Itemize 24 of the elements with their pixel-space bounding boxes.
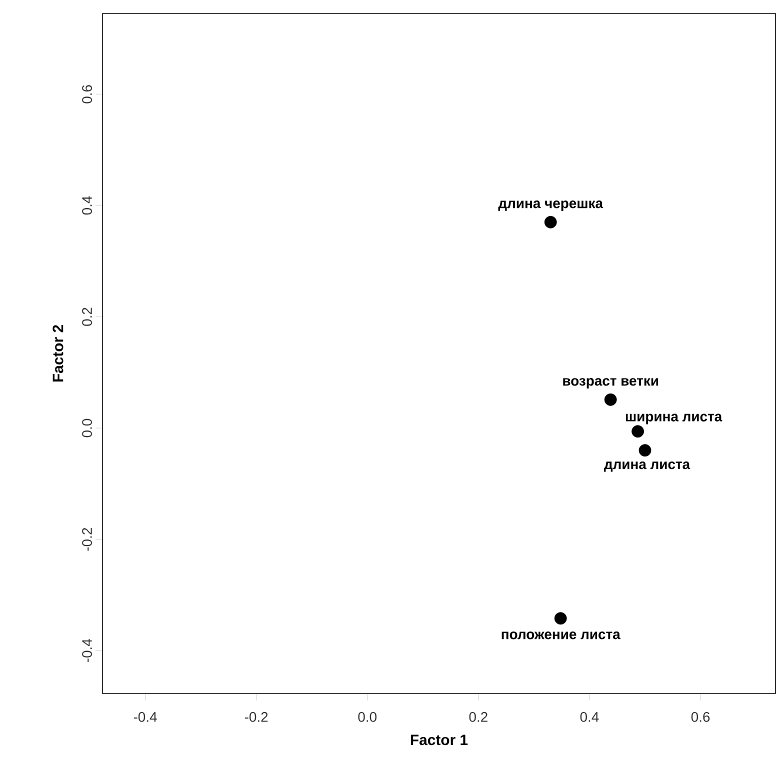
- annotation: длина листа: [604, 462, 690, 472]
- point: [554, 612, 567, 625]
- x-axis-title: Factor 1: [410, 734, 468, 746]
- y-tick-label: 0.6: [82, 85, 92, 104]
- point: [638, 444, 652, 457]
- x-tick-label: -0.4: [134, 712, 157, 722]
- point: [604, 393, 617, 406]
- y-tick-label: 0.2: [82, 308, 92, 326]
- x-tick-label: 0.6: [691, 712, 710, 722]
- x-tick-label: 0.0: [358, 712, 377, 722]
- annotation: положение листа: [502, 632, 620, 640]
- annotation: длина черешка: [498, 200, 604, 211]
- point: [632, 425, 644, 438]
- point: [544, 216, 557, 228]
- annotation: возраст ветки: [563, 378, 658, 388]
- y-tick-label: 0.0: [82, 418, 92, 438]
- y-axis-title: Factor 2: [52, 325, 64, 382]
- annotation: ширина листа: [626, 414, 722, 424]
- y-tick-label: -0.2: [82, 528, 92, 551]
- y-tick-label: 0.4: [82, 196, 92, 215]
- y-tick-label: -0.4: [82, 639, 92, 662]
- x-tick-label: 0.4: [580, 712, 599, 722]
- x-tick-label: -0.2: [244, 712, 268, 722]
- x-tick-label: 0.2: [469, 712, 488, 722]
